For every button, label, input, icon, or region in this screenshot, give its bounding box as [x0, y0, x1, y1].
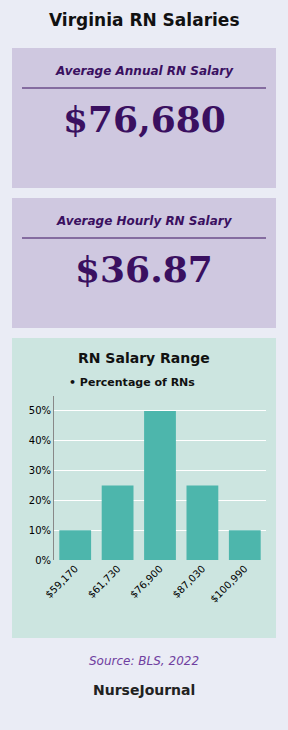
svg-text:0%: 0% [35, 555, 51, 566]
svg-text:$76,680: $76,680 [63, 98, 226, 140]
svg-text:Virginia RN Salaries: Virginia RN Salaries [49, 10, 240, 30]
svg-text:30%: 30% [29, 465, 51, 476]
svg-text:20%: 20% [29, 495, 51, 506]
svg-text:$76,900: $76,900 [128, 563, 165, 600]
svg-text:$61,730: $61,730 [86, 563, 123, 600]
svg-text:$36.87: $36.87 [75, 248, 213, 290]
svg-text:$59,170: $59,170 [43, 563, 80, 600]
svg-text:$87,030: $87,030 [170, 563, 207, 600]
svg-text:• Percentage of RNs: • Percentage of RNs [69, 376, 195, 389]
svg-text:Average Hourly RN Salary: Average Hourly RN Salary [56, 214, 233, 228]
svg-text:RN Salary Range: RN Salary Range [78, 350, 210, 366]
svg-text:10%: 10% [29, 525, 51, 536]
svg-text:40%: 40% [29, 435, 51, 446]
svg-text:$100,990: $100,990 [208, 563, 250, 605]
svg-text:Average Annual RN Salary: Average Annual RN Salary [55, 64, 234, 78]
svg-text:Source: BLS, 2022: Source: BLS, 2022 [89, 654, 199, 668]
svg-text:50%: 50% [29, 405, 51, 416]
svg-text:NurseJournal: NurseJournal [93, 682, 195, 698]
